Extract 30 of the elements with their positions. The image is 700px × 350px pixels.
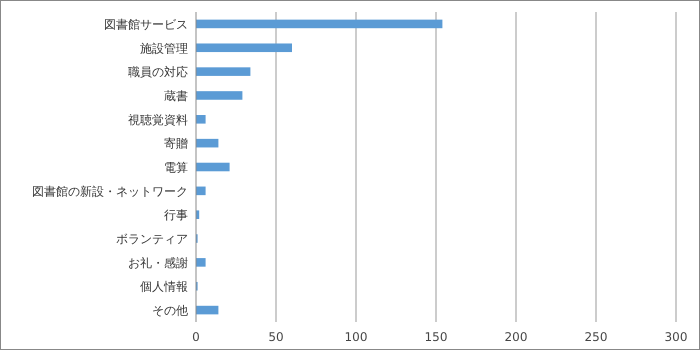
y-tick-label: 個人情報 (140, 280, 188, 294)
y-tick-label: 寄贈 (164, 136, 188, 151)
bar (196, 258, 206, 267)
bar (196, 186, 206, 196)
x-tick-label: 200 (504, 330, 528, 344)
x-tick-label: 50 (268, 330, 284, 344)
x-tick-label: 250 (584, 330, 608, 344)
bar (196, 20, 442, 28)
bar (196, 67, 250, 76)
y-tick-label: 行事 (164, 208, 188, 222)
bar (196, 138, 218, 148)
y-tick-label: 図書館サービス (104, 17, 188, 32)
y-tick-label: 蔵書 (164, 88, 188, 103)
bar (196, 91, 242, 100)
y-tick-label: お礼・感謝 (128, 256, 188, 270)
x-tick-label: 0 (192, 330, 200, 344)
x-tick-label: 100 (344, 330, 368, 344)
y-tick-label: 施設管理 (140, 41, 188, 56)
x-tick-label: 150 (424, 330, 448, 344)
y-tick-label: ボランティア (116, 232, 188, 246)
bar (196, 162, 230, 172)
bar (196, 306, 218, 314)
y-tick-label: 電算 (164, 160, 188, 174)
y-tick-label: 視聴覚資料 (128, 112, 188, 127)
bar (196, 115, 206, 124)
x-tick-label: 300 (664, 330, 688, 344)
bar (196, 43, 292, 52)
y-tick-label: 職員の対応 (128, 65, 188, 80)
y-tick-label: 図書館の新設・ネットワーク (32, 184, 188, 198)
y-tick-label: その他 (152, 304, 188, 318)
